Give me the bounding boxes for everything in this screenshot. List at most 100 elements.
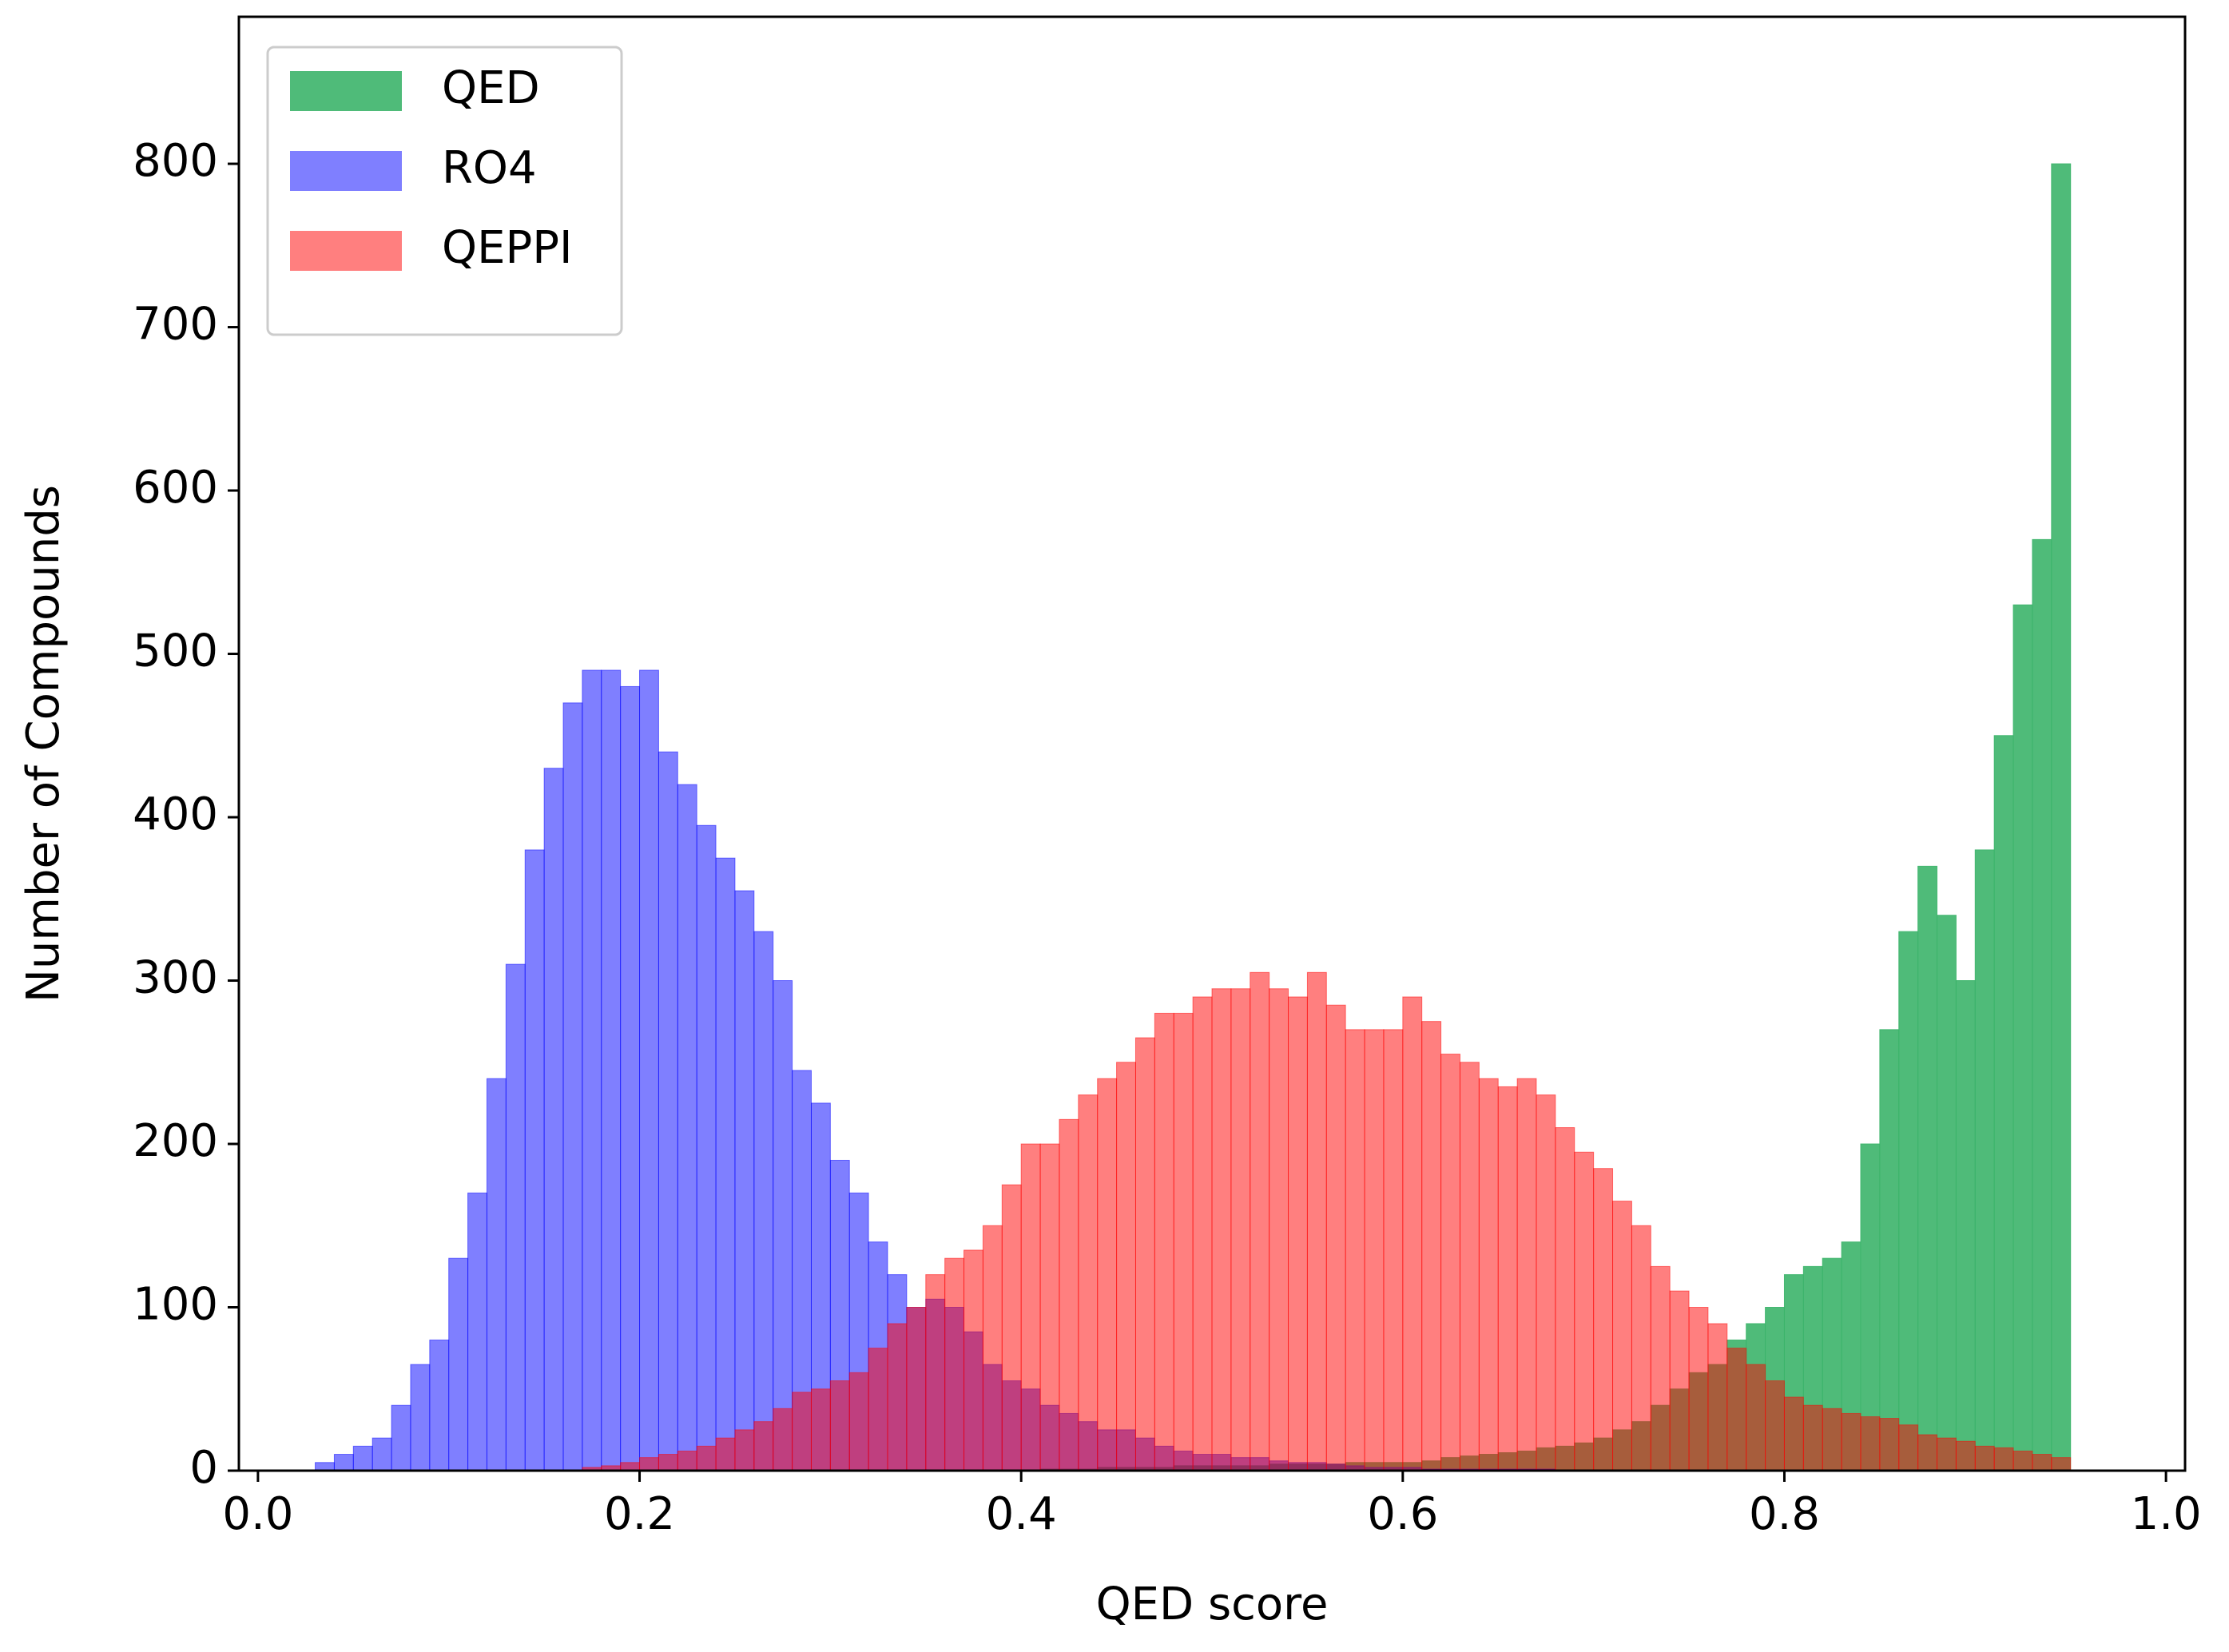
bar: [1917, 1434, 1938, 1471]
bar: [1669, 1290, 1690, 1471]
bar: [1612, 1201, 1632, 1471]
bar: [1783, 1396, 1804, 1471]
bar: [944, 1257, 965, 1471]
bar: [582, 669, 602, 1471]
bar: [848, 1372, 869, 1471]
y-tick-label: 100: [133, 1279, 218, 1331]
bar: [1974, 849, 1995, 1471]
bar: [1937, 1437, 1957, 1471]
bar: [2051, 1457, 2072, 1471]
bar: [486, 1078, 507, 1471]
bar: [1860, 1416, 1881, 1471]
bar: [696, 824, 717, 1471]
legend-swatch: [290, 231, 402, 271]
y-tick-label: 600: [133, 462, 218, 514]
bar: [1574, 1151, 1595, 1471]
bar: [1765, 1380, 1785, 1471]
bar: [906, 1307, 927, 1471]
y-tick-label: 0: [189, 1442, 218, 1494]
bar: [1288, 996, 1308, 1471]
bar: [1497, 1086, 1518, 1471]
bar: [1116, 1062, 1136, 1471]
bar: [925, 1274, 946, 1471]
bar: [1650, 1265, 1671, 1471]
bar: [1173, 1012, 1194, 1471]
bar: [1993, 735, 2014, 1471]
bar: [1383, 1029, 1404, 1471]
bar: [1364, 1029, 1385, 1471]
y-axis-label: Number of Compounds: [18, 485, 70, 1003]
bar: [372, 1437, 392, 1471]
bar: [639, 669, 659, 1471]
bar: [1631, 1225, 1651, 1471]
x-tick-label: 0.6: [1367, 1488, 1438, 1540]
bar: [1688, 1307, 1709, 1471]
bar: [982, 1225, 1003, 1471]
bar: [1020, 1143, 1041, 1471]
bar: [1937, 915, 1957, 1471]
bar: [1250, 971, 1270, 1471]
bar: [1269, 988, 1289, 1471]
bar: [1459, 1062, 1480, 1471]
bar: [1440, 1054, 1460, 1471]
bar: [1325, 1004, 1346, 1471]
bar: [1097, 1078, 1118, 1471]
bar: [1726, 1348, 1747, 1471]
x-tick-label: 1.0: [2131, 1488, 2202, 1540]
y-tick-label: 400: [133, 788, 218, 840]
bar: [2051, 163, 2072, 1471]
y-tick-label: 800: [133, 135, 218, 187]
bar: [773, 980, 793, 1471]
bar: [792, 1392, 812, 1471]
bar: [677, 784, 697, 1471]
bar: [1230, 988, 1251, 1471]
bar: [1192, 996, 1213, 1471]
bar: [1898, 931, 1919, 1471]
bar: [639, 1457, 659, 1471]
bar: [467, 1192, 487, 1471]
bar: [868, 1348, 888, 1471]
bar: [391, 1404, 411, 1471]
bar: [333, 1454, 354, 1471]
bar: [562, 702, 583, 1471]
bar: [773, 1408, 793, 1471]
y-tick-label: 700: [133, 299, 218, 351]
x-axis-label: QED score: [1096, 1579, 1329, 1630]
bar: [601, 669, 622, 1471]
bar: [1402, 996, 1423, 1471]
bar: [658, 751, 678, 1471]
bar: [696, 1445, 717, 1471]
y-tick-label: 200: [133, 1115, 218, 1167]
bar: [1974, 1445, 1995, 1471]
x-tick-label: 0.2: [604, 1488, 675, 1540]
bar: [1802, 1404, 1823, 1471]
legend-label: QED: [442, 62, 540, 114]
bar: [1211, 988, 1232, 1471]
bar: [1955, 1440, 1976, 1471]
bar: [810, 1388, 831, 1471]
bar: [543, 768, 564, 1471]
bar: [1059, 1118, 1079, 1471]
bar: [1134, 1037, 1155, 1471]
bar: [1039, 1143, 1060, 1471]
x-tick-label: 0.0: [222, 1488, 293, 1540]
legend-swatch: [290, 71, 402, 111]
bar: [2032, 538, 2052, 1471]
bar: [315, 1462, 335, 1471]
bar: [410, 1364, 431, 1471]
bar: [734, 890, 755, 1471]
bar: [1955, 980, 1976, 1471]
bar: [734, 1429, 755, 1471]
bar: [1078, 1094, 1099, 1471]
bar: [1879, 1029, 1900, 1471]
bar: [620, 685, 641, 1471]
bar: [1593, 1168, 1614, 1471]
bar: [2012, 604, 2033, 1471]
bar: [1993, 1447, 2014, 1471]
bar: [1516, 1078, 1537, 1471]
bar: [753, 931, 774, 1471]
bar: [1898, 1424, 1919, 1471]
bar: [1478, 1078, 1499, 1471]
y-tick-label: 500: [133, 625, 218, 677]
